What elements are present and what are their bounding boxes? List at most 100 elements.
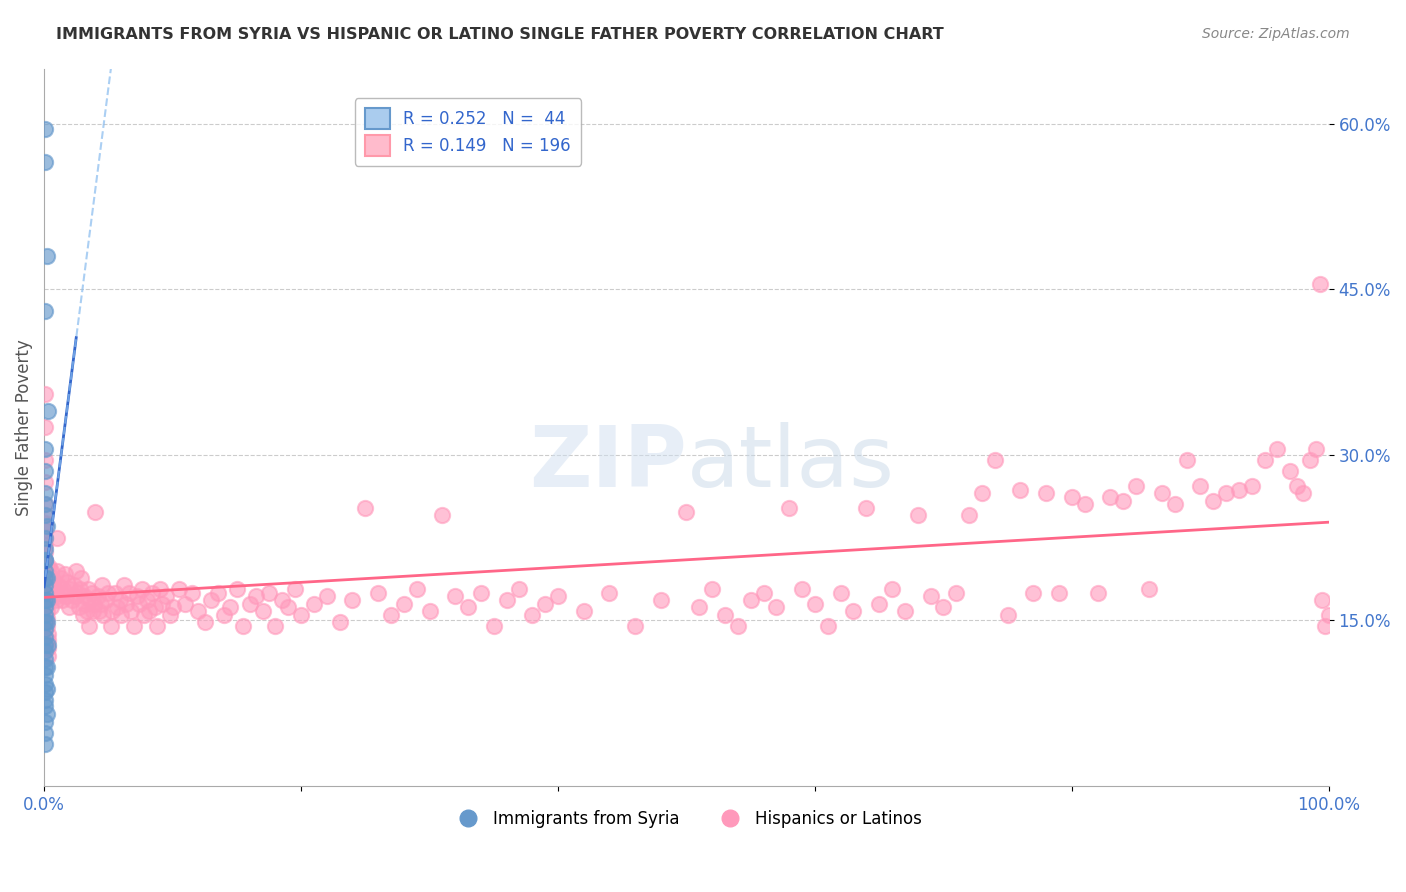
Point xyxy=(83,597,105,611)
Point xyxy=(34,644,56,658)
Point xyxy=(367,585,389,599)
Point xyxy=(315,589,337,603)
Point xyxy=(34,607,56,622)
Point xyxy=(547,589,569,603)
Point xyxy=(624,619,647,633)
Point xyxy=(55,589,77,603)
Point xyxy=(1309,277,1331,291)
Point xyxy=(46,531,69,545)
Point xyxy=(51,593,73,607)
Point xyxy=(108,593,131,607)
Point xyxy=(34,726,56,740)
Point xyxy=(37,403,59,417)
Point xyxy=(245,589,267,603)
Point xyxy=(790,582,813,597)
Point xyxy=(125,589,148,603)
Point xyxy=(1060,490,1083,504)
Point xyxy=(894,604,917,618)
Point xyxy=(38,574,60,589)
Point xyxy=(444,589,467,603)
Point xyxy=(35,593,58,607)
Point xyxy=(34,630,56,644)
Point xyxy=(34,531,56,545)
Point xyxy=(970,486,993,500)
Point xyxy=(1137,582,1160,597)
Point xyxy=(34,564,56,578)
Point xyxy=(34,578,56,592)
Point xyxy=(46,589,69,603)
Point xyxy=(66,585,89,599)
Point xyxy=(34,677,56,691)
Point xyxy=(37,626,59,640)
Point xyxy=(907,508,929,523)
Point xyxy=(34,464,56,478)
Point xyxy=(239,597,262,611)
Point xyxy=(880,582,903,597)
Point xyxy=(89,604,111,618)
Point xyxy=(58,600,80,615)
Point xyxy=(1047,585,1070,599)
Point xyxy=(34,552,56,566)
Point xyxy=(290,607,312,622)
Point xyxy=(79,593,101,607)
Point xyxy=(932,600,955,615)
Point xyxy=(1035,486,1057,500)
Point xyxy=(39,600,62,615)
Point xyxy=(34,453,56,467)
Point xyxy=(97,585,120,599)
Point xyxy=(920,589,942,603)
Point xyxy=(1099,490,1122,504)
Point xyxy=(90,578,112,592)
Point xyxy=(945,585,967,599)
Point xyxy=(84,505,107,519)
Point xyxy=(35,659,58,673)
Point xyxy=(35,597,58,611)
Point xyxy=(34,622,56,636)
Point xyxy=(77,619,100,633)
Point xyxy=(34,615,56,630)
Point xyxy=(60,593,83,607)
Point xyxy=(342,593,364,607)
Point xyxy=(194,615,217,630)
Point xyxy=(1253,453,1275,467)
Point xyxy=(984,453,1007,467)
Point xyxy=(48,585,70,599)
Point xyxy=(49,571,72,585)
Point xyxy=(1177,453,1199,467)
Point xyxy=(70,571,93,585)
Point xyxy=(62,578,84,592)
Point xyxy=(1279,464,1302,478)
Point xyxy=(35,681,58,696)
Point xyxy=(44,585,66,599)
Point xyxy=(52,582,75,597)
Point xyxy=(508,582,530,597)
Point xyxy=(34,531,56,545)
Point xyxy=(1163,497,1185,511)
Point xyxy=(94,593,117,607)
Point xyxy=(688,600,710,615)
Point xyxy=(482,619,505,633)
Point xyxy=(1125,478,1147,492)
Point xyxy=(141,585,163,599)
Point xyxy=(432,508,454,523)
Point xyxy=(121,604,143,618)
Point xyxy=(34,497,56,511)
Point xyxy=(252,604,274,618)
Point xyxy=(42,578,65,592)
Point xyxy=(207,585,229,599)
Point xyxy=(34,541,56,556)
Point xyxy=(470,585,492,599)
Y-axis label: Single Father Poverty: Single Father Poverty xyxy=(15,339,32,516)
Point xyxy=(34,552,56,566)
Point xyxy=(284,582,307,597)
Point xyxy=(1189,478,1212,492)
Point xyxy=(41,571,63,585)
Point xyxy=(35,615,58,630)
Point xyxy=(39,582,62,597)
Point xyxy=(1267,442,1289,457)
Point xyxy=(1202,494,1225,508)
Point xyxy=(34,122,56,136)
Point xyxy=(34,538,56,552)
Point xyxy=(104,585,127,599)
Point xyxy=(38,589,60,603)
